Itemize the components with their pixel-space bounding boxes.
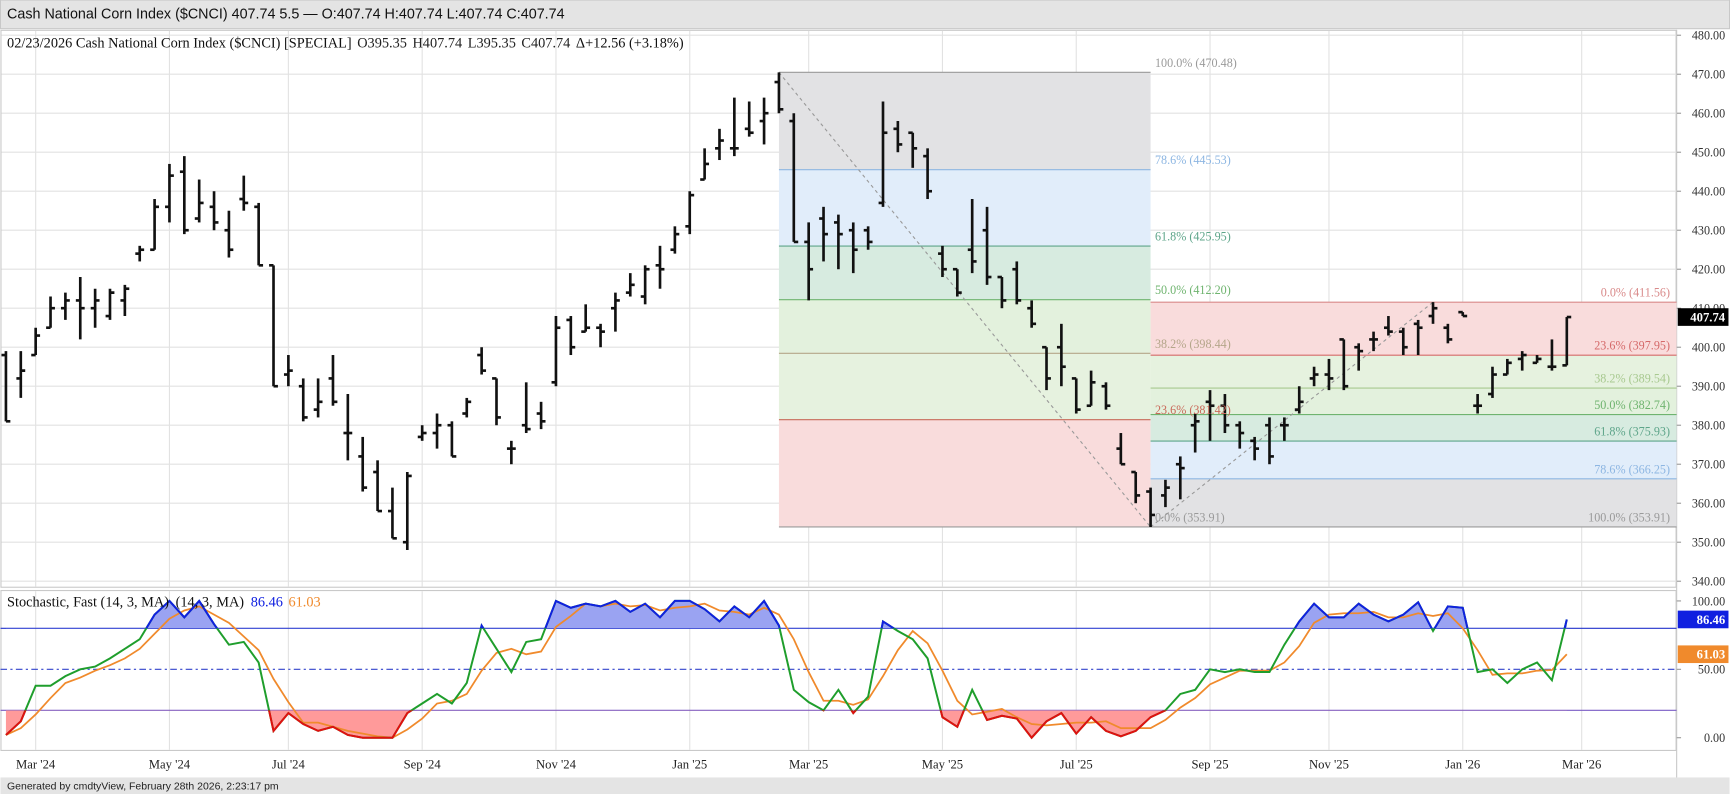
y-tick-label: 430.00 <box>1692 224 1725 238</box>
y-tick-label: 0.00 <box>1704 731 1725 745</box>
y-tick-label: 380.00 <box>1692 419 1725 433</box>
last-price-label: 407.74 <box>1690 310 1726 324</box>
legend-item: H407.74 <box>412 35 462 51</box>
price-legend: 02/23/2026 Cash National Corn Index ($CN… <box>7 35 684 51</box>
y-tick-label: 360.00 <box>1692 497 1725 511</box>
fib-band <box>778 353 1151 420</box>
legend-item: C407.74 <box>521 35 570 51</box>
fib-label: 23.6% (397.95) <box>1594 339 1670 353</box>
fib-label: 100.0% (353.91) <box>1588 510 1670 524</box>
legend-item: L395.35 <box>468 35 516 51</box>
last-price-box <box>1677 308 1729 326</box>
fib-band <box>778 72 1151 170</box>
x-tick-label: Jul '25 <box>1060 758 1093 772</box>
legend-item: 02/23/2026 Cash National Corn Index ($CN… <box>7 35 352 51</box>
fib-label: 0.0% (411.56) <box>1601 286 1670 300</box>
last-d-label: 61.03 <box>1697 648 1726 662</box>
stoch-d-value: 61.03 <box>288 595 320 611</box>
y-tick-label: 460.00 <box>1692 107 1725 121</box>
x-tick-label: Sep '24 <box>404 758 442 772</box>
x-tick-label: May '24 <box>149 758 191 772</box>
fib-band <box>778 299 1151 354</box>
fib-label: 50.0% (412.20) <box>1155 283 1231 297</box>
fib-band <box>1150 355 1677 389</box>
fib-band <box>1150 414 1677 442</box>
fib-label: 0.0% (353.91) <box>1155 510 1225 524</box>
x-tick-label: Jul '24 <box>272 758 306 772</box>
x-tick-label: Mar '24 <box>16 758 56 772</box>
fib-label: 38.2% (389.54) <box>1594 372 1670 386</box>
fib-label: 23.6% (381.42) <box>1155 403 1231 417</box>
y-tick-label: 440.00 <box>1692 185 1725 199</box>
x-tick-label: Nov '24 <box>536 758 577 772</box>
fib-band <box>778 246 1151 300</box>
last-k-label: 86.46 <box>1697 613 1726 627</box>
oversold-fill <box>5 710 1166 738</box>
last-d-box <box>1677 645 1729 664</box>
x-tick-label: Jan '25 <box>672 758 707 772</box>
y-tick-label: 470.00 <box>1692 68 1725 82</box>
fib-band <box>778 419 1151 527</box>
y-tick-label: 480.00 <box>1692 29 1725 43</box>
fib-trend <box>778 72 1152 528</box>
stoch-d-line <box>5 602 1568 739</box>
stoch-subtitle: (14, 3, MA) <box>176 595 245 611</box>
x-tick-label: Jan '26 <box>1445 758 1480 772</box>
window-title: Cash National Corn Index ($CNCI) 407.74 … <box>7 7 565 23</box>
fib-label: 50.0% (382.74) <box>1594 398 1670 412</box>
last-k-box <box>1677 610 1729 629</box>
fib-label: 38.2% (398.44) <box>1155 337 1231 351</box>
legend-item: Δ+12.56 (+3.18%) <box>576 35 684 51</box>
stoch-legend: Stochastic, Fast (14, 3, MA) (14, 3, MA) 8… <box>7 595 321 611</box>
y-tick-label: 400.00 <box>1692 341 1725 355</box>
stoch-k-value: 86.46 <box>251 595 283 611</box>
fib-band <box>1150 441 1677 479</box>
y-tick-label: 350.00 <box>1692 536 1725 550</box>
overbought-fill <box>146 600 1567 629</box>
y-tick-label: 100.00 <box>1692 594 1725 608</box>
fib-band <box>1150 478 1677 527</box>
price-bars <box>1 72 1572 551</box>
fib-label: 78.6% (366.25) <box>1594 462 1670 476</box>
footer-bar <box>0 777 1730 794</box>
stoch-k-overbought <box>145 599 1568 629</box>
fib-label: 78.6% (445.53) <box>1155 153 1231 167</box>
x-tick-label: Nov '25 <box>1309 758 1349 772</box>
x-tick-label: Mar '25 <box>789 758 828 772</box>
y-tick-label: 390.00 <box>1692 380 1725 394</box>
x-tick-label: Mar '26 <box>1562 758 1601 772</box>
footer: Generated by cmdtyView, February 28th 20… <box>7 782 279 793</box>
fib-label: 100.0% (470.48) <box>1155 56 1237 70</box>
fib-band <box>778 169 1151 247</box>
fib-band <box>1150 302 1677 356</box>
legend-item: O395.35 <box>357 35 407 51</box>
y-tick-label: 340.00 <box>1692 575 1725 589</box>
fib-band <box>1150 388 1677 415</box>
y-tick-label: 450.00 <box>1692 146 1725 160</box>
x-tick-label: Sep '25 <box>1191 758 1228 772</box>
fib-trend <box>1150 301 1434 528</box>
y-tick-label: 370.00 <box>1692 458 1725 472</box>
fib-label: 61.8% (375.93) <box>1594 425 1670 439</box>
stoch-title: Stochastic, Fast (14, 3, MA) <box>7 595 169 611</box>
x-tick-label: May '25 <box>922 758 963 772</box>
title-bar <box>0 0 1730 30</box>
fib-label: 61.8% (425.95) <box>1155 230 1231 244</box>
y-tick-label: 50.00 <box>1698 663 1725 677</box>
axes: Mar '24 May '24 Jul '24 Sep '24 Nov '24 Jan '… <box>16 29 1729 772</box>
stochastic <box>0 599 1677 740</box>
y-tick-label: 420.00 <box>1692 263 1725 277</box>
